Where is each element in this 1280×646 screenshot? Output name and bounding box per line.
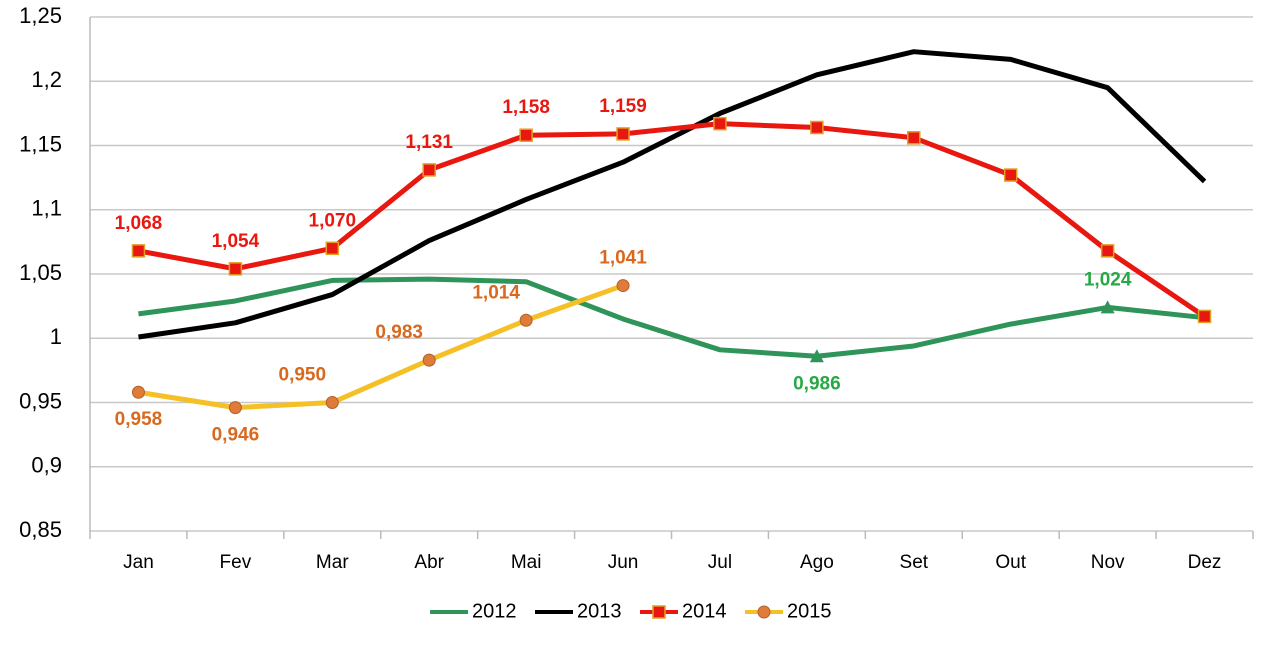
point-marker	[1003, 168, 1018, 182]
legend-label: 2014	[682, 600, 727, 622]
x-tick-label: Mar	[316, 552, 349, 573]
point-marker	[1100, 244, 1115, 258]
y-tick-label: 0,9	[31, 453, 62, 478]
point-marker	[1197, 309, 1212, 324]
series-line	[138, 121, 1206, 319]
point-marker	[616, 279, 630, 293]
point-marker	[810, 120, 824, 135]
y-tick-label: 1,15	[19, 131, 62, 156]
value-label: 0,986	[793, 373, 841, 394]
point-marker	[228, 401, 242, 415]
point-marker	[519, 128, 533, 142]
y-tick-label: 1	[50, 324, 62, 349]
value-label: 1,054	[212, 231, 260, 252]
y-tick-label: 1,05	[19, 260, 62, 285]
legend-label: 2015	[787, 600, 832, 622]
value-label: 0,950	[279, 365, 327, 386]
x-tick-label: Jan	[123, 552, 154, 573]
value-label: 1,159	[599, 96, 647, 117]
point-marker	[422, 353, 436, 367]
point-marker	[1100, 300, 1115, 314]
y-tick-label: 1,2	[31, 67, 62, 92]
value-label: 1,068	[115, 213, 163, 234]
legend-marker	[757, 605, 771, 619]
point-marker	[131, 385, 145, 399]
value-label: 0,946	[212, 425, 260, 446]
y-tick-label: 1,25	[19, 3, 62, 28]
x-tick-label: Jul	[708, 552, 732, 573]
x-tick-label: Mai	[511, 552, 542, 573]
value-label: 1,014	[472, 282, 520, 303]
point-marker	[228, 262, 243, 276]
y-tick-label: 0,85	[19, 517, 62, 542]
legend: 2012 2013 2014 2015	[430, 600, 832, 622]
x-tick-label: Abr	[414, 552, 444, 573]
value-label: 1,041	[599, 248, 647, 269]
x-tick-label: Out	[995, 552, 1026, 573]
value-label: 1,070	[309, 210, 357, 231]
point-marker	[325, 396, 339, 409]
legend-marker	[652, 605, 666, 619]
point-marker	[131, 244, 146, 258]
point-marker	[519, 313, 533, 327]
series-line	[138, 49, 1207, 340]
x-tick-label: Ago	[800, 552, 834, 573]
point-marker	[616, 127, 630, 141]
x-tick-label: Set	[900, 552, 929, 573]
series-line	[138, 283, 624, 411]
y-tick-label: 0,95	[19, 388, 62, 413]
legend-label: 2013	[577, 600, 622, 622]
value-label: 1,024	[1084, 269, 1132, 290]
legend-label: 2012	[472, 600, 517, 622]
point-marker	[325, 241, 340, 256]
point-marker	[809, 349, 824, 363]
y-tick-label: 1,1	[31, 196, 62, 221]
x-tick-label: Fev	[220, 552, 252, 573]
point-marker	[713, 116, 727, 131]
x-tick-label: Dez	[1188, 552, 1222, 573]
value-label: 1,158	[502, 97, 550, 118]
series-line	[138, 276, 1205, 359]
point-marker	[907, 131, 921, 145]
x-tick-label: Jun	[608, 552, 639, 573]
value-label: 0,958	[115, 409, 163, 430]
point-marker	[422, 163, 436, 177]
value-label: 1,131	[405, 132, 453, 153]
value-label: 0,983	[375, 322, 423, 343]
x-tick-label: Nov	[1091, 552, 1125, 573]
